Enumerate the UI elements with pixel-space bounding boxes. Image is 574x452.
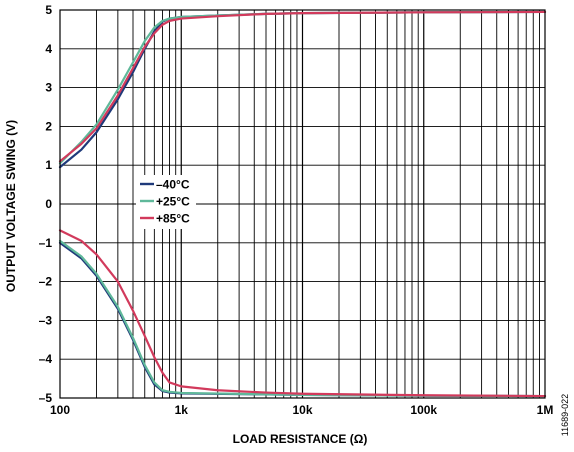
figure-id: 11689-022 (560, 394, 570, 436)
x-tick-labels: 100 1k 10k 100k 1M (50, 403, 553, 417)
plot-frame (59, 9, 546, 399)
series-lines (58, 10, 547, 398)
legend-label: +85°C (156, 212, 190, 226)
y-axis-label: OUTPUT VOLTAGE SWING (V) (4, 120, 18, 292)
series-line-low (58, 239, 547, 398)
legend-label: +25°C (156, 195, 190, 209)
x-tick-label: 10k (292, 403, 312, 417)
y-tick-label: –2 (39, 275, 53, 289)
x-axis-label: LOAD RESISTANCE (Ω) (233, 432, 368, 446)
legend: –40°C +25°C +85°C (136, 175, 196, 229)
x-tick-label: 1M (537, 403, 554, 417)
y-tick-label: –3 (39, 313, 53, 327)
y-tick-labels: 5 4 3 2 1 0 –1 –2 –3 –4 –5 (39, 3, 53, 405)
legend-label: –40°C (156, 178, 190, 192)
y-tick-label: 2 (45, 119, 52, 133)
x-tick-label: 100k (410, 403, 437, 417)
y-tick-label: –1 (39, 236, 53, 250)
y-tick-label: 3 (45, 81, 52, 95)
y-tick-label: –4 (39, 352, 53, 366)
x-tick-label: 100 (50, 403, 70, 417)
x-tick-label: 1k (175, 403, 189, 417)
y-tick-label: 1 (45, 158, 52, 172)
y-tick-label: –5 (39, 391, 53, 405)
series-line-low (58, 229, 547, 398)
grid (60, 9, 545, 399)
y-tick-label: 5 (45, 3, 52, 17)
y-tick-label: 4 (45, 42, 52, 56)
y-tick-label: 0 (45, 197, 52, 211)
series-line-high (58, 10, 547, 163)
